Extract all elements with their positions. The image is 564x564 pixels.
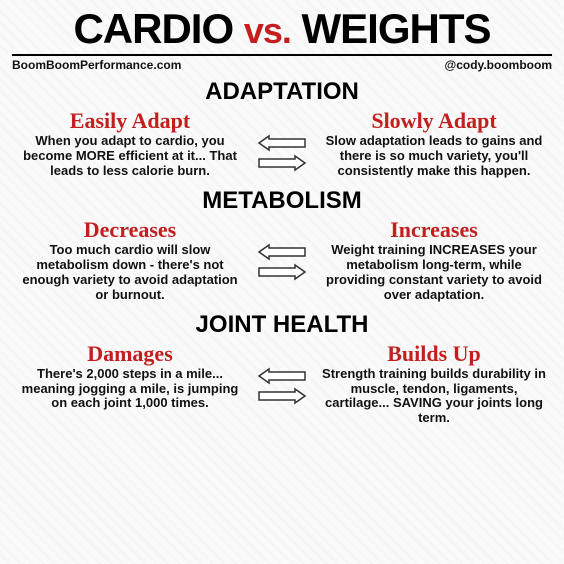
section-joint-health: JOINT HEALTH Damages There's 2,000 steps… bbox=[12, 311, 552, 427]
subheading-left: Decreases bbox=[12, 219, 248, 241]
section-heading: JOINT HEALTH bbox=[12, 311, 552, 339]
col-cardio: Easily Adapt When you adapt to cardio, y… bbox=[12, 110, 248, 179]
credit-left: BoomBoomPerformance.com bbox=[12, 58, 181, 72]
body-right: Weight training INCREASES your metabolis… bbox=[316, 243, 552, 303]
col-cardio: Damages There's 2,000 steps in a mile...… bbox=[12, 343, 248, 412]
col-cardio: Decreases Too much cardio will slow meta… bbox=[12, 219, 248, 303]
comparison-row: Easily Adapt When you adapt to cardio, y… bbox=[12, 110, 552, 179]
arrows-icon bbox=[254, 367, 310, 405]
col-weights: Builds Up Strength training builds durab… bbox=[316, 343, 552, 427]
col-weights: Slowly Adapt Slow adaptation leads to ga… bbox=[316, 110, 552, 179]
subheading-left: Damages bbox=[12, 343, 248, 365]
col-weights: Increases Weight training INCREASES your… bbox=[316, 219, 552, 303]
comparison-row: Damages There's 2,000 steps in a mile...… bbox=[12, 343, 552, 427]
arrows-icon bbox=[254, 243, 310, 281]
credit-right: @cody.boomboom bbox=[445, 58, 552, 72]
main-title: CARDIO vs. WEIGHTS bbox=[12, 8, 552, 50]
arrows-icon bbox=[254, 134, 310, 172]
section-heading: ADAPTATION bbox=[12, 78, 552, 106]
subheading-left: Easily Adapt bbox=[12, 110, 248, 132]
body-left: Too much cardio will slow metabolism dow… bbox=[12, 243, 248, 303]
title-weights: WEIGHTS bbox=[302, 5, 491, 52]
section-metabolism: METABOLISM Decreases Too much cardio wil… bbox=[12, 187, 552, 303]
body-left: There's 2,000 steps in a mile... meaning… bbox=[12, 367, 248, 412]
subheading-right: Increases bbox=[316, 219, 552, 241]
section-adaptation: ADAPTATION Easily Adapt When you adapt t… bbox=[12, 78, 552, 179]
body-right: Slow adaptation leads to gains and there… bbox=[316, 134, 552, 179]
body-right: Strength training builds durability in m… bbox=[316, 367, 552, 427]
body-left: When you adapt to cardio, you become MOR… bbox=[12, 134, 248, 179]
section-heading: METABOLISM bbox=[12, 187, 552, 215]
title-cardio: CARDIO bbox=[73, 5, 233, 52]
comparison-row: Decreases Too much cardio will slow meta… bbox=[12, 219, 552, 303]
title-vs: vs. bbox=[244, 10, 291, 51]
subheading-right: Builds Up bbox=[316, 343, 552, 365]
subheading-right: Slowly Adapt bbox=[316, 110, 552, 132]
title-divider bbox=[12, 54, 552, 56]
credits-row: BoomBoomPerformance.com @cody.boomboom bbox=[12, 58, 552, 72]
